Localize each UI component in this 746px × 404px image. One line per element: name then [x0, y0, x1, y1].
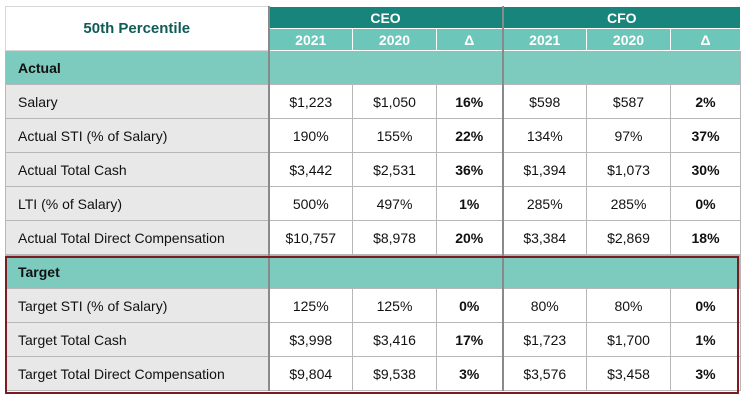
cfo-delta-cell: 1%	[669, 322, 742, 357]
ceo-2021-cell: $1,223	[267, 84, 353, 119]
table-row: LTI (% of Salary) 500% 497% 1% 285% 285% 0%	[5, 186, 742, 221]
ceo-col-delta: Δ	[436, 28, 503, 51]
cfo-2021-cell: $3,576	[501, 356, 587, 391]
cfo-col-delta: Δ	[669, 28, 742, 51]
cfo-delta-cell: 2%	[669, 84, 742, 119]
ceo-2020-cell: 155%	[352, 118, 437, 153]
ceo-2020-cell: $8,978	[352, 220, 437, 255]
ceo-2020-cell: 125%	[352, 288, 437, 323]
section-fill-ceo	[267, 50, 503, 85]
header-row-years: 2021 2020 Δ 2021 2020 Δ	[6, 28, 742, 51]
ceo-2021-cell: 190%	[267, 118, 353, 153]
ceo-delta-cell: 1%	[436, 186, 503, 221]
ceo-2021-cell: $10,757	[267, 220, 353, 255]
cfo-2021-cell: $3,384	[501, 220, 587, 255]
cfo-delta-cell: 30%	[669, 152, 742, 187]
ceo-delta-cell: 17%	[436, 322, 503, 357]
ceo-delta-cell: 36%	[436, 152, 503, 187]
ceo-2020-cell: $9,538	[352, 356, 437, 391]
ceo-col-2021: 2021	[267, 28, 353, 51]
section-row-target: Target	[5, 254, 742, 289]
row-label: Target Total Cash	[5, 322, 269, 357]
cfo-delta-cell: 37%	[669, 118, 742, 153]
table-row: Target Total Direct Compensation $9,804 $9…	[5, 356, 742, 391]
ceo-delta-cell: 22%	[436, 118, 503, 153]
cfo-2020-cell: $1,073	[586, 152, 671, 187]
cfo-2020-cell: $587	[586, 84, 671, 119]
cfo-2021-cell: $1,394	[501, 152, 587, 187]
ceo-2020-cell: 497%	[352, 186, 437, 221]
cfo-2021-cell: $1,723	[501, 322, 587, 357]
cfo-col-2020: 2020	[586, 28, 671, 51]
cfo-2021-cell: $598	[501, 84, 587, 119]
ceo-2021-cell: 125%	[267, 288, 353, 323]
cfo-2020-cell: $3,458	[586, 356, 671, 391]
section-title: Target	[5, 254, 269, 289]
cfo-2020-cell: 285%	[586, 186, 671, 221]
cfo-col-2021: 2021	[501, 28, 587, 51]
percentile-label: 50th Percentile	[5, 6, 269, 51]
ceo-2020-cell: $2,531	[352, 152, 437, 187]
section-row-actual: Actual	[5, 50, 742, 85]
table-row: Target STI (% of Salary) 125% 125% 0% 80% 80%…	[5, 288, 742, 323]
table-row: Salary $1,223 $1,050 16% $598 $587 2%	[5, 84, 742, 119]
ceo-delta-cell: 3%	[436, 356, 503, 391]
cfo-2021-cell: 285%	[501, 186, 587, 221]
row-label: Salary	[5, 84, 269, 119]
header-row-groups: 50th Percentile CEO CFO	[5, 6, 742, 51]
ceo-2020-cell: $3,416	[352, 322, 437, 357]
ceo-delta-cell: 0%	[436, 288, 503, 323]
cfo-2021-cell: 80%	[501, 288, 587, 323]
cfo-2020-cell: 97%	[586, 118, 671, 153]
cfo-delta-cell: 3%	[669, 356, 742, 391]
ceo-2021-cell: 500%	[267, 186, 353, 221]
ceo-2021-cell: $9,804	[267, 356, 353, 391]
table-row: Target Total Cash $3,998 $3,416 17% $1,723 $1…	[5, 322, 742, 357]
ceo-2021-cell: $3,998	[267, 322, 353, 357]
row-label: Target Total Direct Compensation	[5, 356, 269, 391]
table-row: Actual Total Cash $3,442 $2,531 36% $1,394 $1…	[5, 152, 742, 187]
ceo-group-header: CEO	[267, 6, 503, 29]
ceo-delta-cell: 20%	[436, 220, 503, 255]
table-body: 50th Percentile CEO CFO 2021 2020 Δ 2021…	[5, 6, 742, 391]
table-row: Actual STI (% of Salary) 190% 155% 22% 134% 9…	[5, 118, 742, 153]
row-label: Actual STI (% of Salary)	[5, 118, 269, 153]
ceo-col-2020: 2020	[352, 28, 437, 51]
cfo-2021-cell: 134%	[501, 118, 587, 153]
cfo-delta-cell: 18%	[669, 220, 742, 255]
row-label: Actual Total Cash	[5, 152, 269, 187]
section-fill-ceo	[267, 254, 503, 289]
section-fill-cfo	[501, 254, 742, 289]
cfo-2020-cell: $2,869	[586, 220, 671, 255]
table-row: Actual Total Direct Compensation $10,757 $…	[5, 220, 742, 255]
cfo-group-header: CFO	[501, 6, 742, 29]
section-title: Actual	[5, 50, 269, 85]
cfo-delta-cell: 0%	[669, 288, 742, 323]
row-label: LTI (% of Salary)	[5, 186, 269, 221]
cfo-2020-cell: $1,700	[586, 322, 671, 357]
row-label: Target STI (% of Salary)	[5, 288, 269, 323]
ceo-2021-cell: $3,442	[267, 152, 353, 187]
ceo-delta-cell: 16%	[436, 84, 503, 119]
ceo-2020-cell: $1,050	[352, 84, 437, 119]
cfo-delta-cell: 0%	[669, 186, 742, 221]
cfo-2020-cell: 80%	[586, 288, 671, 323]
section-fill-cfo	[501, 50, 742, 85]
row-label: Actual Total Direct Compensation	[5, 220, 269, 255]
compensation-table: 50th Percentile CEO CFO 2021 2020 Δ 2021…	[5, 6, 742, 391]
